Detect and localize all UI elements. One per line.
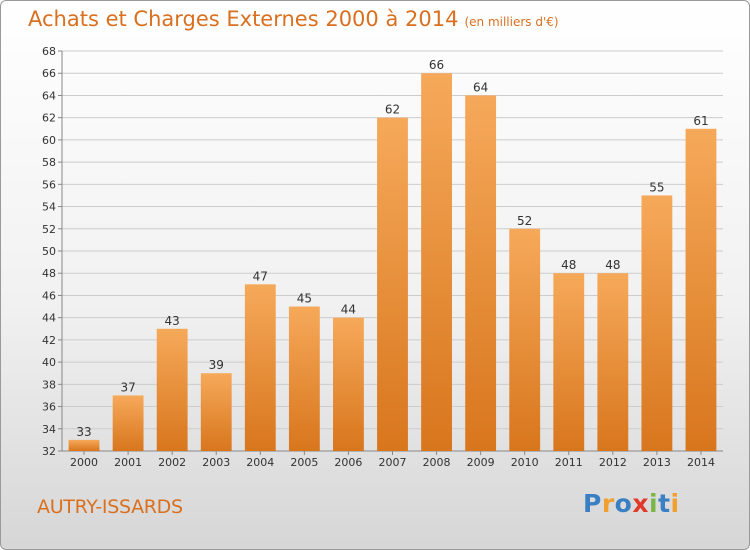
logo-letter: x [632, 489, 649, 518]
bar-2011 [553, 273, 585, 451]
y-tick-label: 38 [42, 378, 56, 391]
y-tick-label: 66 [42, 67, 56, 80]
y-tick-label: 68 [42, 45, 56, 58]
x-tick-label: 2003 [202, 456, 230, 469]
x-tick-label: 2012 [599, 456, 627, 469]
x-tick-label: 2000 [70, 456, 98, 469]
x-tick-label: 2014 [687, 456, 715, 469]
logo-letter: i [670, 489, 680, 518]
value-label: 52 [517, 214, 532, 228]
y-tick-label: 54 [42, 201, 56, 214]
y-tick-label: 50 [42, 245, 56, 258]
x-tick-label: 2008 [423, 456, 451, 469]
value-label: 55 [649, 180, 664, 194]
logo-letter: P [583, 489, 602, 518]
bar-2000 [68, 439, 100, 451]
x-tick-label: 2006 [334, 456, 362, 469]
x-tick-label: 2011 [555, 456, 583, 469]
chart-title-text: Achats et Charges Externes 2000 à 2014 [28, 7, 459, 31]
bar-2012 [597, 273, 629, 451]
y-tick-label: 40 [42, 356, 56, 369]
y-tick-label: 48 [42, 267, 56, 280]
logo-letter: t [658, 489, 671, 518]
y-tick-label: 58 [42, 156, 56, 169]
x-tick-label: 2009 [467, 456, 495, 469]
logo-letter: i [649, 489, 659, 518]
chart-subtitle: (en milliers d'€) [464, 15, 559, 29]
bar-2002 [156, 328, 188, 451]
x-tick-label: 2005 [290, 456, 318, 469]
x-tick-label: 2013 [643, 456, 671, 469]
x-tick-label: 2004 [246, 456, 274, 469]
x-tick-label: 2001 [114, 456, 142, 469]
value-label: 48 [605, 258, 620, 272]
value-label: 33 [76, 425, 91, 439]
bar-2014 [685, 128, 717, 451]
bar-2005 [288, 306, 320, 451]
y-tick-label: 46 [42, 289, 56, 302]
logo-letter: r [601, 489, 615, 518]
bar-2013 [641, 195, 673, 451]
bar-2010 [509, 228, 541, 451]
y-tick-label: 56 [42, 178, 56, 191]
bar-2008 [421, 73, 452, 451]
y-tick-label: 60 [42, 134, 56, 147]
bars [68, 73, 717, 452]
bar-2004 [244, 284, 276, 451]
proxiti-logo: Proxiti [583, 489, 680, 518]
value-label: 43 [165, 314, 180, 328]
bar-2001 [112, 395, 144, 451]
x-tick-label: 2010 [511, 456, 539, 469]
x-tick-label: 2007 [379, 456, 407, 469]
y-tick-label: 32 [42, 445, 56, 458]
chart-title: Achats et Charges Externes 2000 à 2014 (e… [28, 7, 559, 31]
value-label: 61 [693, 114, 708, 128]
commune-name: AUTRY-ISSARDS [37, 496, 183, 518]
y-tick-label: 44 [42, 312, 56, 325]
y-tick-label: 42 [42, 334, 56, 347]
value-label: 37 [120, 380, 135, 394]
y-tick-label: 64 [42, 89, 56, 102]
value-label: 39 [209, 358, 224, 372]
bar-2007 [377, 117, 408, 452]
y-tick-label: 34 [42, 423, 56, 436]
x-axis-ticks: 2000 2001 2002 2003 2004 2005 2006 2007 2008 2009… [70, 451, 715, 469]
value-label: 64 [473, 80, 488, 94]
bar-2006 [333, 317, 364, 451]
y-tick-label: 62 [42, 112, 56, 125]
y-tick-label: 36 [42, 401, 56, 414]
value-label: 48 [561, 258, 576, 272]
value-label: 45 [297, 292, 312, 306]
value-label: 66 [429, 58, 444, 72]
x-tick-label: 2002 [158, 456, 186, 469]
value-labels: 33 37 43 39 47 45 44 62 66 64 52 48 48 55 61 [76, 58, 708, 439]
y-axis-ticks: 32 34 36 38 40 42 44 46 48 50 52 54 56 58 60 62 64 66 68 [42, 45, 723, 458]
y-tick-label: 52 [42, 223, 56, 236]
bar-2009 [465, 95, 497, 451]
bar-2003 [200, 373, 232, 451]
value-label: 62 [385, 103, 400, 117]
logo-letter: o [614, 489, 633, 518]
value-label: 44 [341, 303, 356, 317]
value-label: 47 [253, 269, 268, 283]
